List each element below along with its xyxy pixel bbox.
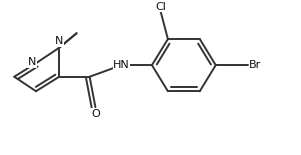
Text: HN: HN <box>113 60 130 70</box>
Text: N: N <box>28 57 36 67</box>
Text: Cl: Cl <box>155 2 166 11</box>
Text: O: O <box>91 109 100 119</box>
Text: Br: Br <box>249 60 261 70</box>
Text: N: N <box>55 36 64 46</box>
